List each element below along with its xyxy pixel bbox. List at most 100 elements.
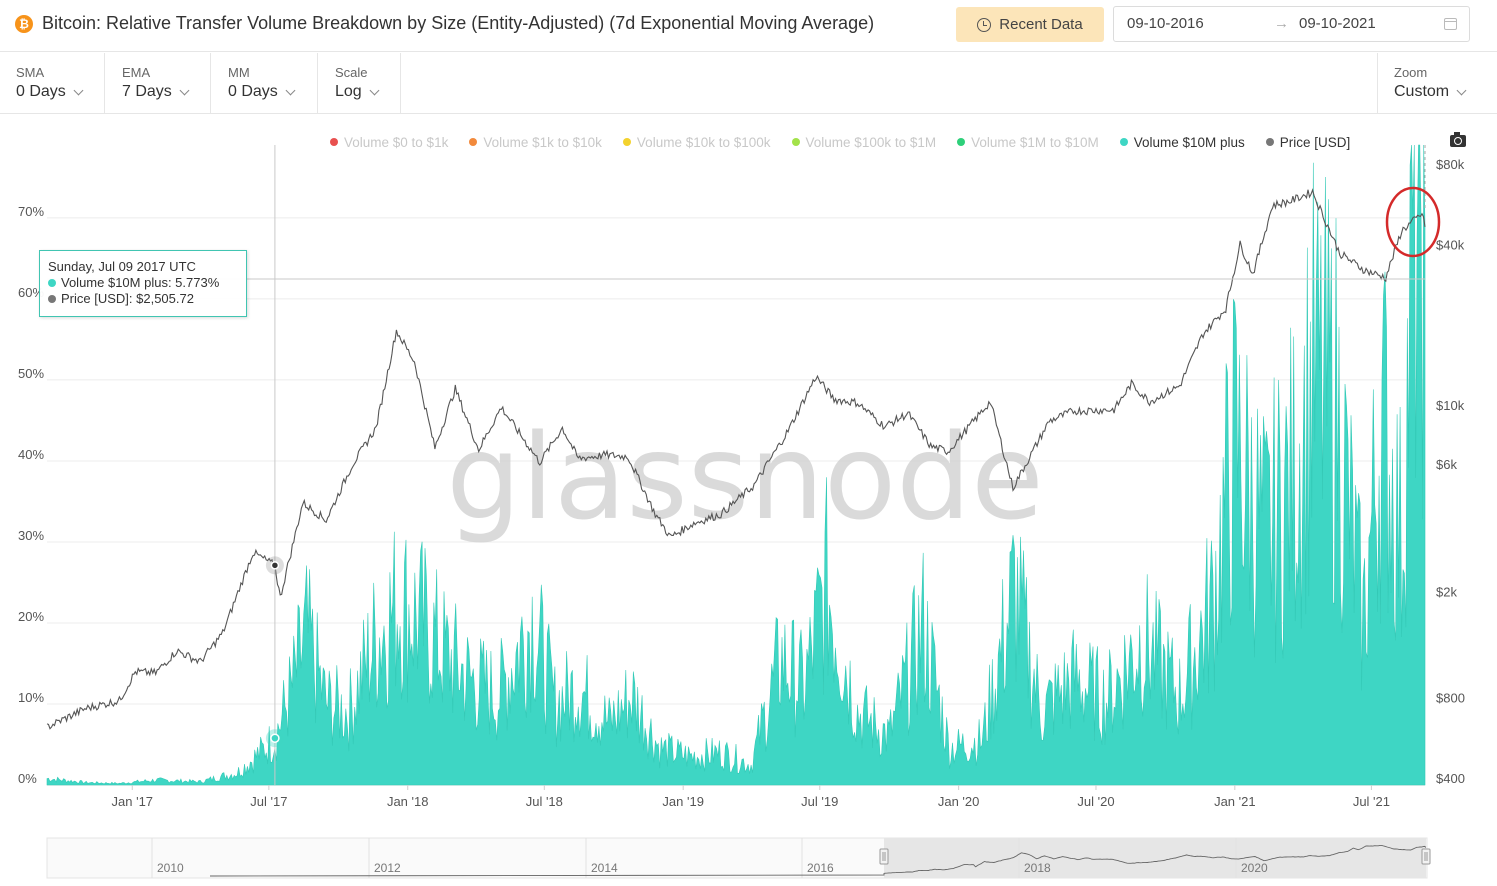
legend-label: Price [USD] [1279,134,1351,150]
zoom-dropdown[interactable]: Zoom Custom [1377,53,1497,113]
x-tick-label: Jan '21 [1214,794,1256,809]
sma-dropdown[interactable]: SMA 0 Days [0,53,105,113]
x-tick-label: Jan '20 [938,794,980,809]
scale-label: Scale [335,65,368,80]
volume-10m-plus-area [46,144,1426,786]
ema-value: 7 Days [122,83,172,100]
chart-title: Bitcoin: Relative Transfer Volume Breakd… [42,13,875,33]
navigator-tick-label: 2016 [807,861,834,875]
navigator-tick-label: 2012 [374,861,401,875]
y-right-tick-label: $6k [1436,457,1457,472]
y-right-tick-label: $800 [1436,691,1465,706]
legend-label: Volume $1M to $10M [971,134,1099,150]
tooltip-series1: Volume $10M plus: 5.773% [61,275,220,290]
legend-item[interactable]: Volume $100k to $1M [791,133,937,151]
hover-marker-price [270,561,280,570]
watermark: glassnode [446,408,1043,546]
legend-dot [1265,138,1274,146]
camera-icon[interactable] [1450,132,1466,147]
navigator-tick-label: 2014 [591,861,618,875]
ema-dropdown[interactable]: EMA 7 Days [106,53,211,113]
date-end-field[interactable]: 09-10-2021 [1299,15,1376,32]
legend-label: Volume $10k to $100k [636,134,771,150]
clock-icon [977,17,992,32]
legend-item[interactable]: Volume $0 to $1k [330,133,448,151]
navigator: 2010 2012 2014 2016 2018 2020 [46,837,1431,879]
y-right-tick-label: $400 [1436,771,1465,786]
navigator-selection [884,838,1426,878]
axis-labels: 0% 10% 20% 30% 40% 50% 60% 70% $400 $800 $2k $6k $10… [18,157,1465,809]
scale-dropdown[interactable]: Scale Log [319,53,401,113]
sma-label: SMA [16,65,45,80]
y-left-tick-label: 10% [18,690,44,705]
x-tick-label: Jan '19 [662,794,704,809]
recent-data-button[interactable]: Recent Data [956,7,1104,42]
y-left-tick-label: 0% [18,771,37,786]
legend-dot [330,138,338,146]
legend-label: Volume $1k to $10k [483,134,602,150]
tooltip-date: Sunday, Jul 09 2017 UTC [48,259,196,274]
legend-dot [469,138,478,146]
x-tick-label: Jul '19 [801,794,838,809]
legend-dot [622,138,631,146]
y-right-tick-label: $10k [1436,398,1465,413]
volume-area-layer [46,144,1426,786]
y-left-tick-label: 60% [18,285,44,300]
ema-label: EMA [122,65,151,80]
navigator-tick-label: 2018 [1024,861,1051,875]
bitcoin-icon: ₿ [15,15,33,33]
x-tick-label: Jul '18 [526,794,563,809]
tooltip: Sunday, Jul 09 2017 UTC Volume $10M plus… [39,250,247,317]
chart-legend: Volume $0 to $1k Volume $1k to $10k Volume… [330,133,1371,151]
y-right-tick-label: $2k [1436,584,1457,599]
date-range-picker[interactable]: 09-10-2016 → 09-10-2021 [1113,6,1470,42]
x-tick-label: Jul '17 [250,794,287,809]
legend-item[interactable]: Volume $1k to $10k [469,133,602,151]
legend-label: Volume $0 to $1k [344,134,449,150]
zoom-value: Custom [1394,83,1450,100]
chart-overlay [47,145,1441,785]
calendar-icon[interactable] [1444,18,1457,30]
navigator-handle[interactable] [879,848,889,865]
x-tick-label: Jul '20 [1077,794,1114,809]
legend-item[interactable]: Volume $10k to $100k [622,133,771,151]
scale-value: Log [335,83,362,100]
chart-header: ₿ Bitcoin: Relative Transfer Volume Brea… [0,0,1497,52]
arrow-right-icon: → [1274,15,1289,32]
legend-dot [957,138,966,146]
sma-value: 0 Days [16,83,66,100]
hover-marker-volume [270,733,280,743]
y-left-tick-label: 30% [18,528,44,543]
legend-item[interactable]: Volume $10M plus [1119,133,1245,151]
navigator-tick-label: 2020 [1241,861,1268,875]
y-left-tick-label: 70% [18,204,44,219]
y-left-tick-label: 40% [18,447,44,462]
date-start-field[interactable]: 09-10-2016 [1127,15,1204,32]
legend-dot [1119,138,1128,146]
y-right-tick-label: $40k [1436,237,1465,252]
y-right-tick-label: $80k [1436,157,1465,172]
price-line-layer [46,188,1426,730]
highlight-circle-annotation [1385,186,1441,258]
tooltip-series2-dot [48,295,56,303]
navigator-tick-label: 2010 [157,861,184,875]
legend-item[interactable]: Price [USD] [1265,133,1351,151]
y-left-tick-label: 20% [18,609,44,624]
x-tick-label: Jul '21 [1353,794,1390,809]
price-usd-line [46,188,1426,730]
mm-value: 0 Days [228,83,278,100]
tooltip-series2: Price [USD]: $2,505.72 [61,291,194,306]
zoom-label: Zoom [1394,65,1428,80]
navigator-price-line [209,844,1427,877]
navigator-handle[interactable] [1421,848,1431,865]
legend-label: Volume $10M plus [1133,134,1245,150]
mm-label: MM [228,65,250,80]
mm-dropdown[interactable]: MM 0 Days [212,53,318,113]
legend-label: Volume $100k to $1M [805,134,937,150]
tooltip-series1-dot [48,279,56,287]
x-tick-label: Jan '18 [387,794,429,809]
recent-data-label: Recent Data [999,16,1083,33]
legend-item[interactable]: Volume $1M to $10M [957,133,1099,151]
y-left-tick-label: 50% [18,366,44,381]
